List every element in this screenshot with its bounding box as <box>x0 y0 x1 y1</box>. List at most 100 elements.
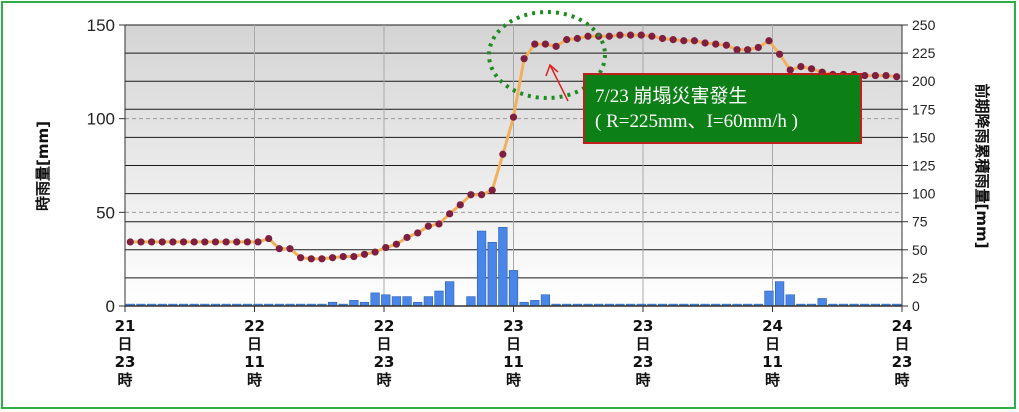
x-tick-label: 23 <box>115 353 136 371</box>
cumulative-point <box>179 238 188 246</box>
rain-bar <box>498 227 508 307</box>
cumulative-point <box>712 40 720 48</box>
x-tick-label: 日 <box>117 335 132 353</box>
rain-bar <box>381 294 391 307</box>
rain-bar <box>508 270 519 307</box>
x-tick-label: 11 <box>762 353 783 371</box>
cumulative-point <box>350 252 358 261</box>
rain-bar <box>785 294 795 307</box>
cumulative-point <box>265 234 273 243</box>
cumulative-point <box>392 240 401 248</box>
cumulative-point <box>552 42 560 50</box>
cumulative-point <box>626 31 635 39</box>
cumulative-point <box>477 191 486 199</box>
cumulative-point <box>275 245 283 253</box>
x-tick-label: 日 <box>635 335 650 353</box>
x-tick-label: 時 <box>894 371 909 389</box>
cumulative-point <box>765 37 773 45</box>
x-tick-label: 日 <box>506 335 521 353</box>
cumulative-point <box>488 186 496 194</box>
cumulative-point <box>775 50 784 58</box>
cumulative-point <box>297 254 305 262</box>
rain-bar <box>445 281 455 307</box>
right-tick-label: 175 <box>912 101 936 117</box>
left-tick-label: 50 <box>96 203 115 222</box>
x-tick-label: 23 <box>503 317 524 335</box>
cumulative-point <box>690 37 699 45</box>
cumulative-point <box>871 71 879 80</box>
cumulative-point <box>509 113 518 121</box>
annotation-box: 7/23 崩塌災害發生 ( R=225mm、I=60mm/h ) <box>583 73 862 144</box>
cumulative-point <box>786 66 794 74</box>
rain-bar <box>402 296 412 307</box>
cumulative-point <box>680 37 688 45</box>
rain-bar <box>774 281 785 307</box>
x-tick-label: 22 <box>374 317 395 335</box>
cumulative-point <box>563 36 571 44</box>
cumulative-point <box>744 46 752 54</box>
x-tick-label: 24 <box>892 317 913 335</box>
right-tick-label: 250 <box>912 17 936 33</box>
left-tick-label: 150 <box>87 16 115 35</box>
right-tick-label: 0 <box>912 298 920 314</box>
cumulative-point <box>158 238 166 246</box>
rain-bar <box>370 292 380 307</box>
cumulative-point <box>648 32 656 40</box>
cumulative-point <box>201 238 209 246</box>
right-tick-label: 100 <box>912 186 936 202</box>
rain-bar <box>817 298 827 307</box>
x-tick-label: 23 <box>892 353 913 371</box>
right-tick-label: 125 <box>912 158 936 174</box>
cumulative-point <box>243 238 252 246</box>
left-tick-label: 100 <box>87 110 115 129</box>
cumulative-point <box>733 46 741 54</box>
right-tick-label: 50 <box>912 242 928 258</box>
left-axis-title: 時雨量[mm] <box>34 121 52 211</box>
cumulative-point <box>424 222 432 230</box>
x-tick-label: 日 <box>894 335 909 353</box>
annotation-pointer-head <box>545 63 559 77</box>
cumulative-point <box>382 243 390 252</box>
rain-bar <box>423 296 433 307</box>
rain-bar <box>530 300 540 307</box>
right-tick-label: 25 <box>912 270 928 286</box>
cumulative-point <box>371 248 379 256</box>
x-tick-label: 時 <box>376 371 391 389</box>
cumulative-point <box>126 238 134 246</box>
cumulative-point <box>520 55 528 63</box>
rain-bar <box>391 296 402 307</box>
cumulative-point <box>169 238 177 246</box>
cumulative-point <box>254 238 262 246</box>
cumulative-point <box>403 233 411 242</box>
x-tick-label: 21 <box>115 317 136 335</box>
x-tick-label: 時 <box>117 371 132 389</box>
cumulative-point <box>435 220 443 228</box>
cumulative-point <box>531 40 539 48</box>
x-tick-label: 23 <box>633 353 654 371</box>
x-tick-label: 日 <box>247 335 262 353</box>
cumulative-point <box>499 150 507 158</box>
rain-bar <box>764 290 774 307</box>
cumulative-point <box>573 34 581 43</box>
cumulative-point <box>307 255 315 263</box>
right-tick-label: 200 <box>912 73 936 89</box>
rain-bar <box>466 296 476 307</box>
cumulative-point <box>328 254 337 262</box>
cumulative-point <box>211 238 220 246</box>
left-tick-label: 0 <box>106 297 115 316</box>
cumulative-point <box>222 238 230 246</box>
cumulative-point <box>658 34 667 43</box>
cumulative-point <box>456 201 464 209</box>
annotation-line2: ( R=225mm、I=60mm/h ) <box>595 111 798 132</box>
right-tick-label: 75 <box>912 214 928 230</box>
cumulative-point <box>190 238 198 246</box>
x-tick-label: 時 <box>765 371 780 389</box>
x-tick-label: 11 <box>503 353 524 371</box>
highlight-circle <box>487 10 607 100</box>
cumulative-point <box>148 238 156 246</box>
rain-bar <box>487 242 497 307</box>
cumulative-point <box>318 255 326 263</box>
cumulative-point <box>701 39 709 47</box>
cumulative-point <box>446 210 454 218</box>
